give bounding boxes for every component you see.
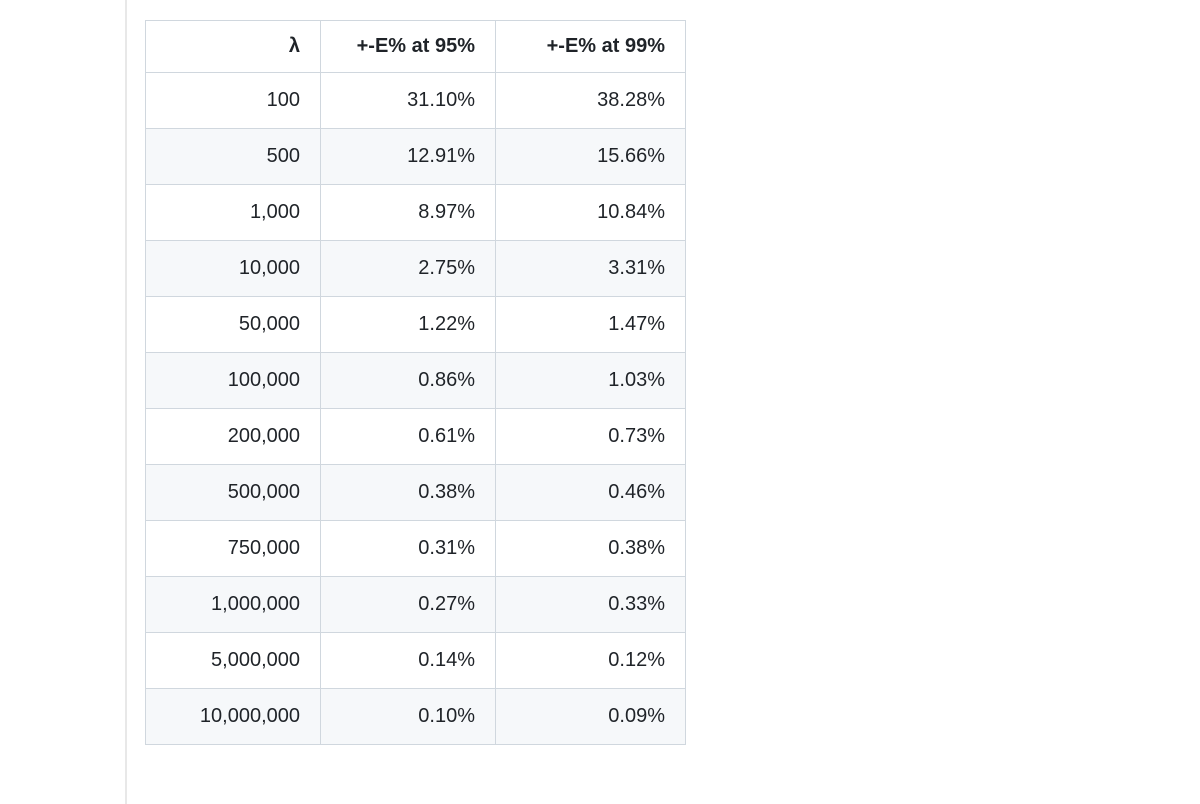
cell-e95: 0.27% xyxy=(321,577,496,633)
cell-e99: 1.47% xyxy=(496,297,686,353)
cell-lambda: 750,000 xyxy=(146,521,321,577)
cell-e99: 0.33% xyxy=(496,577,686,633)
col-header-e99: +-E% at 99% xyxy=(496,21,686,73)
cell-lambda: 500 xyxy=(146,129,321,185)
cell-e99: 0.12% xyxy=(496,633,686,689)
table-row: 10,000,000 0.10% 0.09% xyxy=(146,689,686,745)
table-row: 5,000,000 0.14% 0.12% xyxy=(146,633,686,689)
error-table: λ +-E% at 95% +-E% at 99% 100 31.10% 38.… xyxy=(145,20,686,745)
table-row: 100 31.10% 38.28% xyxy=(146,73,686,129)
quote-sideline xyxy=(125,0,127,804)
table-row: 200,000 0.61% 0.73% xyxy=(146,409,686,465)
cell-e99: 1.03% xyxy=(496,353,686,409)
cell-e95: 31.10% xyxy=(321,73,496,129)
cell-lambda: 100,000 xyxy=(146,353,321,409)
cell-lambda: 10,000 xyxy=(146,241,321,297)
cell-e99: 0.46% xyxy=(496,465,686,521)
cell-lambda: 200,000 xyxy=(146,409,321,465)
table-header-row: λ +-E% at 95% +-E% at 99% xyxy=(146,21,686,73)
table-row: 500 12.91% 15.66% xyxy=(146,129,686,185)
cell-lambda: 1,000,000 xyxy=(146,577,321,633)
cell-e95: 0.31% xyxy=(321,521,496,577)
cell-e95: 12.91% xyxy=(321,129,496,185)
cell-e95: 0.61% xyxy=(321,409,496,465)
table-row: 500,000 0.38% 0.46% xyxy=(146,465,686,521)
cell-e99: 38.28% xyxy=(496,73,686,129)
table-row: 1,000,000 0.27% 0.33% xyxy=(146,577,686,633)
cell-e99: 0.09% xyxy=(496,689,686,745)
table-row: 750,000 0.31% 0.38% xyxy=(146,521,686,577)
cell-e99: 0.38% xyxy=(496,521,686,577)
col-header-lambda: λ xyxy=(146,21,321,73)
cell-lambda: 1,000 xyxy=(146,185,321,241)
table-row: 50,000 1.22% 1.47% xyxy=(146,297,686,353)
cell-e99: 15.66% xyxy=(496,129,686,185)
cell-lambda: 500,000 xyxy=(146,465,321,521)
cell-lambda: 50,000 xyxy=(146,297,321,353)
cell-e95: 8.97% xyxy=(321,185,496,241)
cell-e99: 3.31% xyxy=(496,241,686,297)
cell-lambda: 100 xyxy=(146,73,321,129)
cell-e99: 0.73% xyxy=(496,409,686,465)
table-row: 100,000 0.86% 1.03% xyxy=(146,353,686,409)
table-row: 1,000 8.97% 10.84% xyxy=(146,185,686,241)
cell-e99: 10.84% xyxy=(496,185,686,241)
cell-e95: 1.22% xyxy=(321,297,496,353)
cell-e95: 0.14% xyxy=(321,633,496,689)
cell-lambda: 10,000,000 xyxy=(146,689,321,745)
cell-e95: 0.86% xyxy=(321,353,496,409)
table-row: 10,000 2.75% 3.31% xyxy=(146,241,686,297)
cell-e95: 2.75% xyxy=(321,241,496,297)
cell-e95: 0.10% xyxy=(321,689,496,745)
col-header-e95: +-E% at 95% xyxy=(321,21,496,73)
page-container: λ +-E% at 95% +-E% at 99% 100 31.10% 38.… xyxy=(0,0,1200,745)
cell-e95: 0.38% xyxy=(321,465,496,521)
cell-lambda: 5,000,000 xyxy=(146,633,321,689)
